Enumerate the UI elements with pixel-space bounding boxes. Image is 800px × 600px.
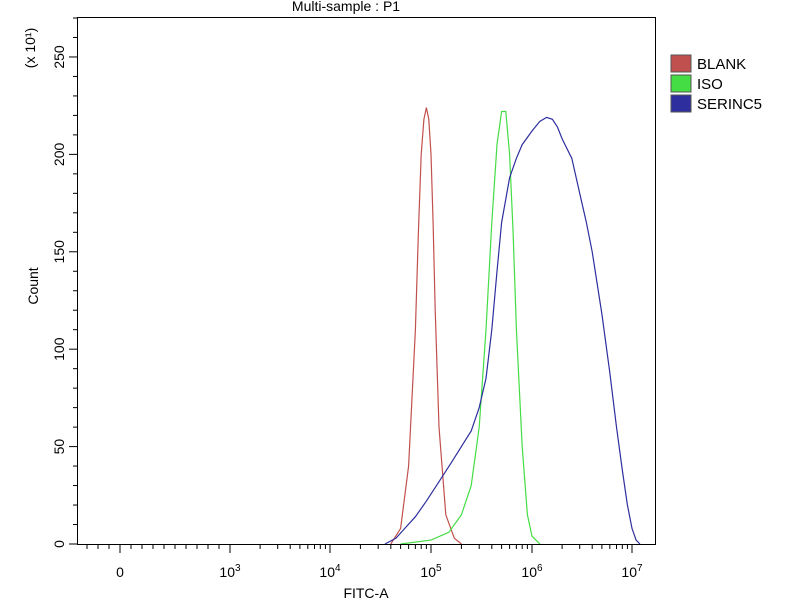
series-line-iso — [400, 110, 541, 545]
x-axis-label: FITC-A — [343, 585, 389, 600]
legend-label: ISO — [697, 76, 723, 93]
x-tick-label: 0 — [116, 564, 124, 580]
y-tick-label: 50 — [51, 439, 67, 455]
x-tick-label: 107 — [621, 563, 643, 580]
y-multiplier-label: (x 10¹) — [22, 28, 38, 68]
x-tick-label: 105 — [420, 563, 442, 580]
plot-frame — [77, 17, 656, 545]
series-line-blank — [390, 107, 462, 545]
y-axis-label: Count — [25, 267, 41, 304]
legend-swatch — [670, 54, 692, 73]
legend-swatch — [670, 94, 692, 113]
y-tick-label: 200 — [51, 143, 67, 167]
x-tick-label: 106 — [521, 563, 543, 580]
y-tick-label: 250 — [51, 45, 67, 69]
y-tick-label: 0 — [51, 540, 67, 548]
legend: BLANK ISO SERINC5 — [670, 54, 762, 113]
chart-title: Multi-sample : P1 — [292, 0, 400, 14]
legend-label: BLANK — [697, 56, 746, 73]
x-axis: 0 103 104 105 106 107 — [86, 544, 643, 580]
y-axis: 0 50 100 150 200 250 — [51, 17, 78, 548]
legend-swatch — [670, 74, 692, 93]
y-tick-label: 100 — [51, 337, 67, 361]
y-tick-label: 150 — [51, 240, 67, 264]
plot-layer — [384, 107, 641, 545]
x-tick-label: 104 — [319, 563, 341, 580]
legend-label: SERINC5 — [697, 96, 762, 113]
x-tick-label: 103 — [219, 563, 241, 580]
series-line-serinc5 — [384, 116, 641, 545]
